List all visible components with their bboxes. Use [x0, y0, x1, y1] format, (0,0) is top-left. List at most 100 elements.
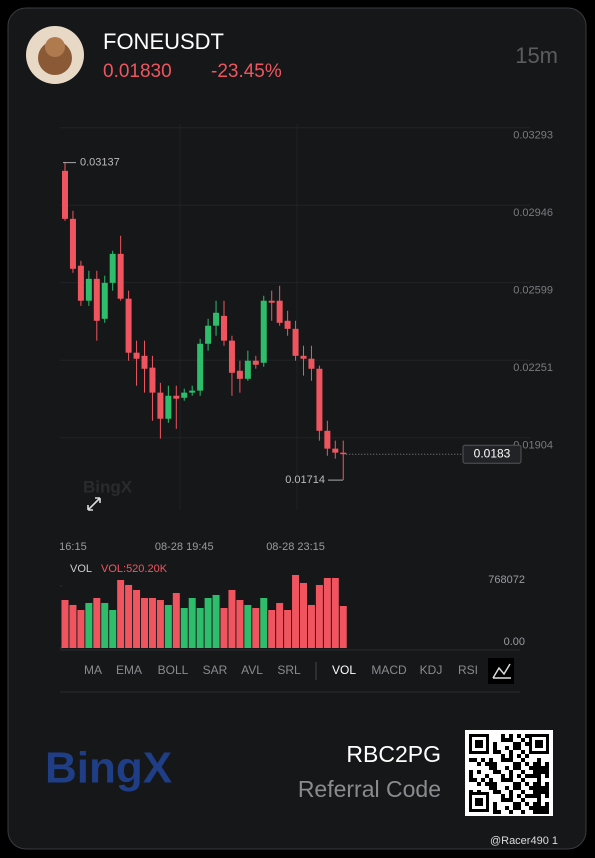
referral-label: Referral Code	[298, 776, 441, 802]
qr-module	[521, 798, 525, 802]
qr-module	[505, 778, 509, 782]
candle-body	[221, 315, 227, 341]
indicator-tab[interactable]: BOLL	[158, 663, 189, 677]
qr-module	[509, 758, 513, 762]
indicator-tab[interactable]: AVL	[241, 663, 263, 677]
qr-module	[517, 746, 521, 750]
qr-module	[545, 802, 549, 806]
qr-module	[537, 794, 541, 798]
qr-module	[533, 782, 537, 786]
indicator-tab[interactable]: SRL	[277, 663, 301, 677]
candle-body	[213, 312, 220, 326]
indicator-tab[interactable]: MACD	[371, 663, 407, 677]
qr-module	[537, 762, 541, 766]
indicator-tab[interactable]: RSI	[458, 663, 478, 677]
qr-module	[517, 782, 521, 786]
volume-bar	[244, 604, 252, 648]
qr-module	[501, 734, 505, 738]
volume-bar	[172, 592, 180, 648]
qr-module	[509, 770, 513, 774]
qr-module	[493, 770, 497, 774]
qr-module	[493, 810, 497, 814]
qr-module	[489, 782, 493, 786]
qr-module	[513, 742, 517, 746]
volume-bar	[156, 599, 164, 648]
qr-module	[529, 774, 533, 778]
qr-module	[533, 810, 537, 814]
qr-module	[517, 802, 521, 806]
qr-module	[525, 782, 529, 786]
qr-module	[537, 766, 541, 770]
volume-bar	[220, 607, 228, 648]
qr-module	[473, 758, 477, 762]
qr-module	[489, 766, 493, 770]
candle-body	[197, 343, 204, 391]
qr-module	[485, 782, 489, 786]
qr-module	[517, 806, 521, 810]
volume-bar	[300, 582, 307, 648]
volume-bar	[212, 594, 220, 648]
candle-body	[252, 360, 259, 365]
volume-bar	[117, 579, 125, 648]
qr-module	[501, 798, 505, 802]
qr-module	[517, 794, 521, 798]
volume-bar	[292, 574, 300, 648]
qr-module	[469, 790, 473, 794]
qr-module	[509, 778, 513, 782]
qr-module	[473, 778, 477, 782]
volume-legend: VOL	[70, 563, 92, 575]
qr-finder	[475, 740, 483, 748]
qr-module	[537, 778, 541, 782]
candle-body	[173, 395, 180, 399]
avatar-head	[45, 37, 65, 57]
qr-module	[509, 798, 513, 802]
qr-module	[505, 758, 509, 762]
qr-module	[517, 766, 521, 770]
qr-module	[505, 786, 509, 790]
volume-bar	[228, 589, 236, 648]
qr-module	[529, 766, 533, 770]
candle-body	[117, 253, 124, 299]
indicator-tab[interactable]: MA	[84, 663, 102, 677]
qr-module	[497, 750, 501, 754]
qr-module	[477, 782, 481, 786]
last-price-tag	[462, 444, 522, 464]
qr-module	[537, 810, 541, 814]
qr-module	[545, 790, 549, 794]
volume-bar	[315, 584, 323, 648]
candle-body	[340, 452, 347, 455]
qr-module	[477, 790, 481, 794]
volume-bar	[61, 599, 69, 648]
qr-module	[469, 774, 473, 778]
indicator-tab[interactable]: EMA	[116, 663, 142, 677]
referral-code: RBC2PG	[346, 741, 441, 767]
qr-module	[537, 802, 541, 806]
qr-module	[513, 786, 517, 790]
indicator-tab[interactable]: VOL	[332, 663, 356, 677]
qr-module	[493, 742, 497, 746]
qr-module	[501, 758, 505, 762]
qr-module	[525, 734, 529, 738]
indicator-tab[interactable]: KDJ	[420, 663, 443, 677]
qr-module	[521, 750, 525, 754]
qr-module	[541, 806, 545, 810]
qr-module	[545, 762, 549, 766]
qr-module	[509, 790, 513, 794]
watermark: BingX	[83, 477, 133, 496]
volume-bar	[85, 602, 93, 648]
x-tick-label: 16:15	[59, 541, 87, 553]
indicator-tab[interactable]: SAR	[203, 663, 228, 677]
qr-module	[477, 762, 481, 766]
volume-bar	[141, 597, 148, 648]
candle-body	[205, 325, 212, 344]
qr-module	[493, 806, 497, 810]
qr-module	[513, 762, 517, 766]
qr-module	[513, 802, 517, 806]
expand-icon[interactable]	[87, 497, 101, 511]
candle-body	[69, 218, 76, 269]
qr-module	[525, 754, 529, 758]
volume-bar	[133, 589, 141, 648]
qr-module	[485, 762, 489, 766]
qr-module	[529, 794, 533, 798]
